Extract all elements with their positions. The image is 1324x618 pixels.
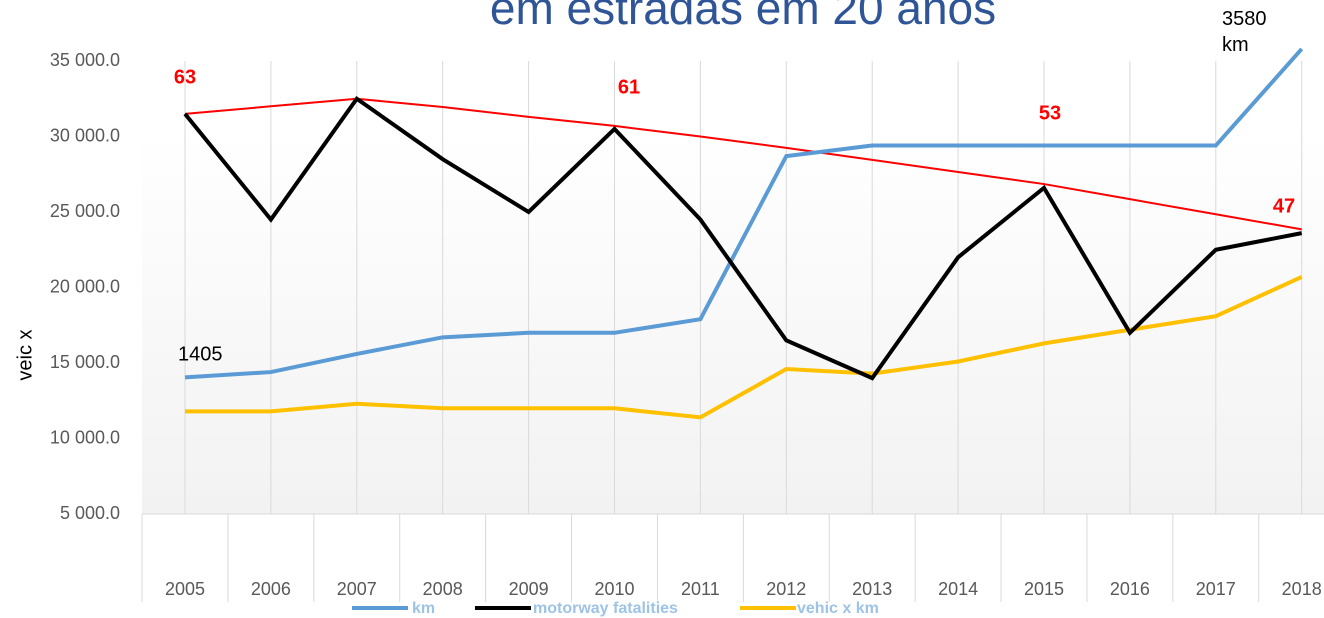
- y-tick-label: 5 000.0: [60, 503, 120, 523]
- annotation: 61: [618, 76, 640, 98]
- y-tick-label: 15 000.0: [50, 352, 120, 372]
- x-tick-label: 2005: [165, 579, 205, 599]
- annotation: 3580 km: [1222, 8, 1267, 56]
- x-tick-label: 2018: [1282, 579, 1322, 599]
- plot-background: [142, 130, 1324, 514]
- x-tick-label: 2013: [852, 579, 892, 599]
- x-tick-label: 2016: [1110, 579, 1150, 599]
- x-tick-label: 2009: [509, 579, 549, 599]
- x-tick-label: 2006: [251, 579, 291, 599]
- y-axis-label: veic x: [14, 329, 36, 380]
- legend-label: km: [412, 600, 435, 617]
- x-tick-label: 2007: [337, 579, 377, 599]
- x-tick-label: 2017: [1196, 579, 1236, 599]
- y-tick-label: 25 000.0: [50, 201, 120, 221]
- trend-line: [184, 97, 1302, 231]
- legend-label: vehic x km: [797, 600, 879, 617]
- y-tick-label: 20 000.0: [50, 276, 120, 296]
- annotation: 47: [1273, 195, 1295, 217]
- annotation: 63: [174, 66, 196, 88]
- annotation: 1405: [178, 343, 223, 365]
- annotation: 53: [1039, 102, 1061, 124]
- series-line: [185, 275, 1303, 420]
- x-tick-label: 2008: [423, 579, 463, 599]
- annotation-box: 3580 km: [1222, 8, 1267, 56]
- y-tick-label: 30 000.0: [50, 125, 120, 145]
- x-tick-label: 2010: [594, 579, 634, 599]
- legend-label: motorway fatalities: [533, 600, 678, 617]
- x-tick-label: 2015: [1024, 579, 1064, 599]
- series-line: [183, 95, 1303, 381]
- y-tick-label: 35 000.0: [50, 50, 120, 70]
- x-tick-label: 2011: [681, 579, 720, 599]
- x-tick-label: 2012: [766, 579, 806, 599]
- y-tick-label: 10 000.0: [50, 427, 120, 447]
- chart-title: em estradas em 20 anos: [490, 0, 996, 34]
- series-line: [184, 47, 1304, 380]
- x-tick-label: 2014: [938, 579, 978, 599]
